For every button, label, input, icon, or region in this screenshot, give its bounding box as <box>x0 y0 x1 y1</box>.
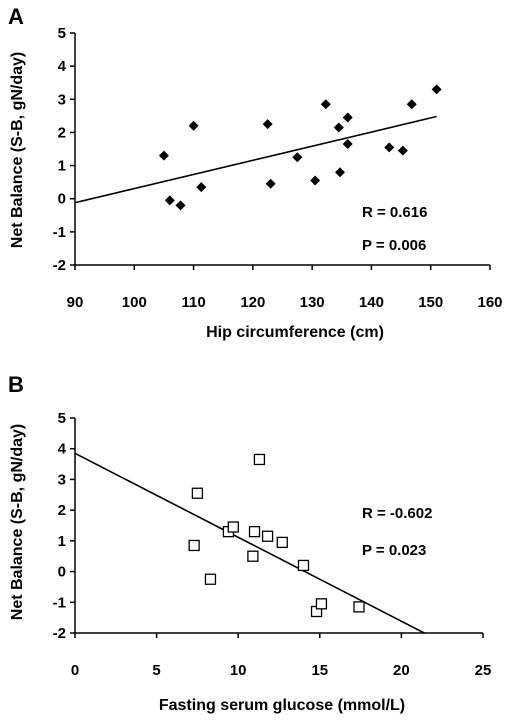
panel-a-x-tick-label: 100 <box>122 294 147 311</box>
panel-b-xlabel: Fasting serum glucose (mmol/L) <box>159 697 405 714</box>
panel-b-y-tick-label: 1 <box>58 533 66 550</box>
panel-b-y-tick-label: 5 <box>58 410 66 427</box>
panel-b-letter: B <box>8 372 24 397</box>
panel-a-x-tick-label: 160 <box>477 294 502 311</box>
panel-b-y-tick-label: -1 <box>53 594 66 611</box>
panel-a-y-tick-label: 0 <box>58 191 66 208</box>
panel-b-data-point <box>276 536 288 549</box>
panel-b-x-tick-label: 15 <box>311 662 328 679</box>
panel-b-data-point <box>247 550 259 562</box>
panel-b-data-point <box>261 530 274 542</box>
panel-b-data-point <box>204 573 217 585</box>
panel-a-data-point <box>320 99 331 110</box>
panel-a-x-tick-label: 120 <box>240 294 265 311</box>
panel-a-data-point <box>196 182 207 193</box>
panel-b-x-tick-label: 10 <box>230 662 247 679</box>
panel-a-xlabel: Hip circumference (cm) <box>206 324 384 341</box>
panel-a-y-tick-label: 5 <box>58 25 66 42</box>
panel-a-data-point <box>431 84 442 95</box>
panel-b-data-point <box>353 601 365 613</box>
panel-b-data-point <box>191 487 204 499</box>
panel-a-data-point <box>262 119 273 130</box>
panel-a-data-point <box>158 150 169 161</box>
panel-a-y-tick-label: 3 <box>58 91 66 108</box>
panel-b-y-tick-label: 3 <box>58 471 66 488</box>
panel-b-plot: -2 -1 0 1 2 3 4 5 0 5 10 15 20 25 <box>53 410 492 679</box>
panel-b-data-point <box>188 539 200 552</box>
panel-b-y-tick-label: -2 <box>53 625 66 642</box>
panel-a-data-point <box>164 195 175 206</box>
panel-a-y-tick-label: 4 <box>58 58 67 75</box>
panel-a-trendline <box>74 115 437 204</box>
panel-a-data-point <box>397 145 408 156</box>
panel-a-ylabel: Net Balance (S-B, gN/day) <box>9 52 26 248</box>
panel-b-x-tick-label: 5 <box>152 662 160 679</box>
panel-b-data-point <box>248 525 261 538</box>
panel-b-data-point <box>315 598 328 610</box>
panel-b-x-tick-label: 20 <box>393 662 410 679</box>
panel-a-letter: A <box>8 4 24 29</box>
panel-b-ylabel: Net Balance (S-B, gN/day) <box>9 424 26 620</box>
panel-a: A R = 0.616 P = 0.006 Hip circumference … <box>8 4 503 341</box>
panel-a-data-point <box>292 152 303 163</box>
panel-a-x-tick-label: 150 <box>418 294 443 311</box>
panel-b-x-tick-label: 0 <box>71 662 79 679</box>
panel-a-data-point <box>335 167 346 178</box>
panel-a-x-tick-label: 110 <box>181 294 205 311</box>
panel-a-annotation-p: P = 0.006 <box>362 237 426 254</box>
panel-a-data-point <box>333 122 344 133</box>
panel-b-y-tick-label: 0 <box>58 564 66 581</box>
panel-b-y-tick-label: 4 <box>58 441 67 458</box>
panel-a-data-point <box>342 112 353 123</box>
panel-b-y-tick-label: 2 <box>58 502 66 519</box>
panel-a-annotation-r: R = 0.616 <box>362 204 427 221</box>
panel-b-annotation-r: R = -0.602 <box>362 505 432 522</box>
panel-b-data-point <box>297 559 310 572</box>
panel-b-annotation-p: P = 0.023 <box>362 542 426 559</box>
panel-b-data-point <box>253 453 266 466</box>
panel-a-y-tick-label: 1 <box>58 158 66 175</box>
panel-a-data-point <box>265 178 276 189</box>
panel-a-x-tick-label: 140 <box>359 294 384 311</box>
panel-b-trendline <box>74 452 425 634</box>
panel-b-data-point <box>227 521 239 533</box>
panel-a-data-point <box>175 200 186 211</box>
panel-a-data-point <box>406 99 417 110</box>
panel-a-x-tick-label: 130 <box>300 294 325 311</box>
panel-a-plot: -2 -1 0 1 2 3 4 5 90 100 110 120 130 140 150 160 <box>53 25 503 311</box>
panel-a-data-point <box>310 175 321 186</box>
panel-a-data-point <box>188 120 199 131</box>
panel-a-y-tick-label: -2 <box>53 257 66 274</box>
panel-a-y-tick-label: 2 <box>58 124 66 141</box>
panel-a-x-tick-label: 90 <box>67 294 84 311</box>
panel-a-data-point <box>384 142 395 153</box>
panel-a-y-tick-label: -1 <box>53 224 66 241</box>
panel-b-x-tick-label: 25 <box>475 662 492 679</box>
panel-b: B R = -0.602 P = 0.023 Fasting serum glu… <box>8 372 491 714</box>
panel-a-data-point <box>342 139 353 150</box>
